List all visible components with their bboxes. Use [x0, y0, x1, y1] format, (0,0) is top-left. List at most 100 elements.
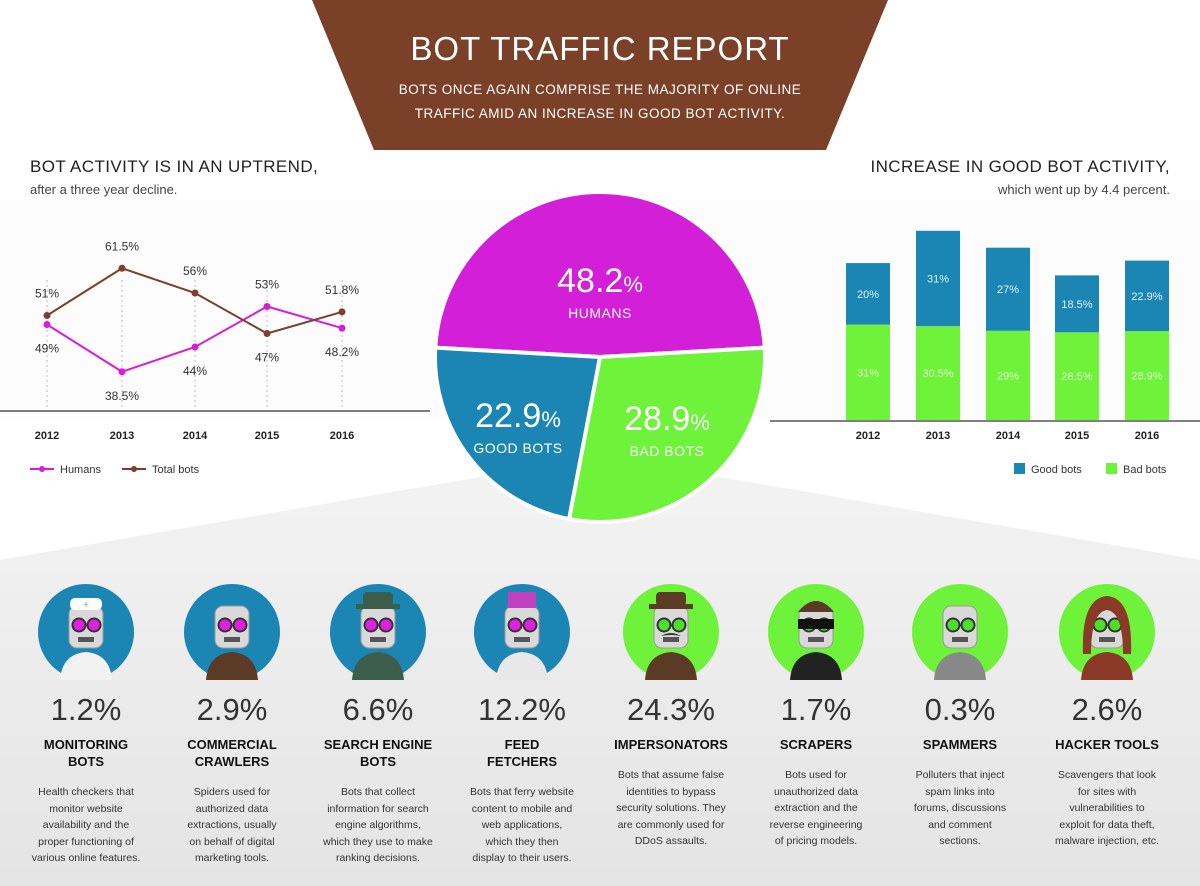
- legend-marker: [39, 466, 45, 472]
- data-point: [43, 321, 51, 328]
- bar-value-label: 22.9%: [1131, 291, 1162, 303]
- category-card: 24.3% IMPERSONATORS Bots that assume false…: [599, 692, 743, 850]
- category-percent: 0.3%: [924, 692, 996, 727]
- bar-good-bots: [846, 263, 890, 325]
- x-tick-label: 2013: [926, 430, 950, 442]
- category-percent: 1.2%: [50, 692, 122, 727]
- category-name: SCRAPERS: [779, 737, 853, 752]
- banner-shape: [312, 0, 888, 150]
- pie-category-label: HUMANS: [568, 305, 632, 321]
- legend-marker: [131, 466, 137, 472]
- pie-value-label: 28.9%: [624, 400, 710, 438]
- bar-bad-bots: [916, 326, 960, 420]
- category-description: Bots used for unauthorized data extraction…: [769, 769, 863, 847]
- mustache-robot-icon: [623, 584, 719, 680]
- data-point: [191, 289, 199, 297]
- bar-value-label: 28.5%: [1061, 371, 1092, 383]
- data-point: [118, 264, 126, 272]
- data-label: 48.2%: [325, 345, 359, 359]
- category-name: MONITORING BOTS: [43, 737, 129, 769]
- data-label: 56%: [183, 264, 207, 278]
- category-description: Bots that ferry website content to mobile…: [470, 786, 574, 864]
- legend-label: Total bots: [152, 464, 200, 476]
- category-description: Bots that collect information for search e…: [323, 786, 433, 864]
- data-point: [338, 308, 346, 316]
- data-label: 44%: [183, 364, 207, 378]
- data-label: 47%: [255, 351, 279, 365]
- bar-good-bots: [1125, 260, 1169, 332]
- pie-slice-humans: [433, 190, 767, 360]
- category-description: Spiders used for authorized data extractio…: [187, 786, 277, 864]
- category-percent: 1.7%: [780, 692, 852, 727]
- doctor-robot-icon: +: [38, 584, 134, 680]
- pie-value-label: 22.9%: [475, 397, 561, 435]
- data-label: 51%: [35, 287, 59, 301]
- bar-value-label: 30.5%: [922, 368, 953, 380]
- line-chart-heading: BOT ACTIVITY IS IN AN UPTREND,: [30, 157, 319, 176]
- category-card: 0.3% SPAMMERS Polluters that inject spam li…: [888, 692, 1032, 850]
- data-label: 49%: [35, 342, 59, 356]
- subtitle-line-1: BOTS ONCE AGAIN COMPRISE THE MAJORITY OF…: [398, 82, 802, 97]
- bar-value-label: 31%: [857, 367, 879, 379]
- bar-bad-bots: [986, 330, 1030, 420]
- bar-value-label: 27%: [997, 284, 1019, 296]
- data-label: 38.5%: [105, 389, 139, 403]
- x-tick-label: 2015: [1065, 430, 1089, 442]
- line-chart-subheading: after a three year decline.: [30, 182, 178, 197]
- bellhop-robot-icon: [474, 584, 570, 680]
- category-name: FEED FETCHERS: [486, 737, 558, 769]
- category-description: Bots that assume false identities to bypa…: [616, 769, 726, 847]
- x-tick-label: 2016: [330, 430, 354, 442]
- pie-category-label: BAD BOTS: [630, 443, 705, 459]
- bar-good-bots: [1055, 275, 1099, 333]
- bar-chart-subheading: which went up by 4.4 percent.: [998, 182, 1170, 197]
- data-label: 61.5%: [105, 239, 139, 253]
- data-point: [263, 303, 271, 310]
- pie-chart: 48.2% HUMANS 28.9% BAD BOTS 22.9% GOOD BOTS: [433, 190, 767, 524]
- data-point: [263, 330, 271, 337]
- legend-swatch: [1106, 463, 1117, 474]
- category-card: 1.7% SCRAPERS Bots used for unauthorized da…: [744, 692, 888, 850]
- x-tick-label: 2013: [110, 430, 134, 442]
- category-card: 2.9% COMMERCIAL CRAWLERS Spiders used for au…: [160, 692, 304, 867]
- bar-value-label: 20%: [857, 289, 879, 301]
- category-percent: 24.3%: [627, 692, 715, 727]
- bar-good-bots: [916, 230, 960, 327]
- svg-text:+: +: [83, 600, 89, 611]
- category-percent: 12.2%: [478, 692, 566, 727]
- zombie-robot-icon: [912, 584, 1008, 680]
- category-card: 1.2% MONITORING BOTS Health checkers that mo…: [14, 692, 158, 867]
- line-chart: 2012 2013 2014 2015 2016 49% 38.5% 44% 53% 48.2% 5…: [0, 239, 430, 476]
- bar-bad-bots: [1125, 331, 1169, 420]
- data-point: [191, 343, 199, 351]
- page-subtitle: BOTS ONCE AGAIN COMPRISE THE MAJORITY OF…: [370, 78, 830, 126]
- category-description: Scavengers that look for sites with vulner…: [1055, 769, 1159, 847]
- category-percent: 2.6%: [1071, 692, 1143, 727]
- data-label: 53%: [255, 278, 279, 292]
- category-card: 6.6% SEARCH ENGINE BOTS Bots that collect in…: [306, 692, 450, 867]
- bar-chart: 31% 20% 2012 30.5% 31% 2013 29% 27% 2014 28.5% 18.…: [770, 230, 1200, 476]
- legend-label: Good bots: [1031, 464, 1082, 476]
- legend-label: Bad bots: [1123, 464, 1167, 476]
- bar-good-bots: [986, 247, 1030, 331]
- hooded-hacker-robot-icon: [1059, 584, 1155, 680]
- pie-category-label: GOOD BOTS: [473, 440, 562, 456]
- bar-bad-bots: [846, 324, 890, 420]
- category-card: 12.2% FEED FETCHERS Bots that ferry website…: [450, 692, 594, 867]
- data-point: [338, 324, 346, 332]
- x-tick-label: 2012: [35, 430, 59, 442]
- x-tick-label: 2015: [255, 430, 279, 442]
- data-label: 51.8%: [325, 283, 359, 297]
- x-tick-label: 2014: [183, 430, 208, 442]
- bar-chart-heading: INCREASE IN GOOD BOT ACTIVITY,: [870, 157, 1170, 176]
- category-percent: 2.9%: [196, 692, 268, 727]
- category-name: SPAMMERS: [922, 737, 998, 752]
- pie-slice-bad-bots: [566, 345, 767, 524]
- category-name: COMMERCIAL CRAWLERS: [187, 737, 277, 769]
- legend-label: Humans: [60, 464, 101, 476]
- category-name: IMPERSONATORS: [614, 737, 728, 752]
- legend-swatch: [1014, 463, 1025, 474]
- data-point: [43, 312, 51, 319]
- category-name: HACKER TOOLS: [1055, 737, 1159, 752]
- x-tick-label: 2016: [1135, 430, 1159, 442]
